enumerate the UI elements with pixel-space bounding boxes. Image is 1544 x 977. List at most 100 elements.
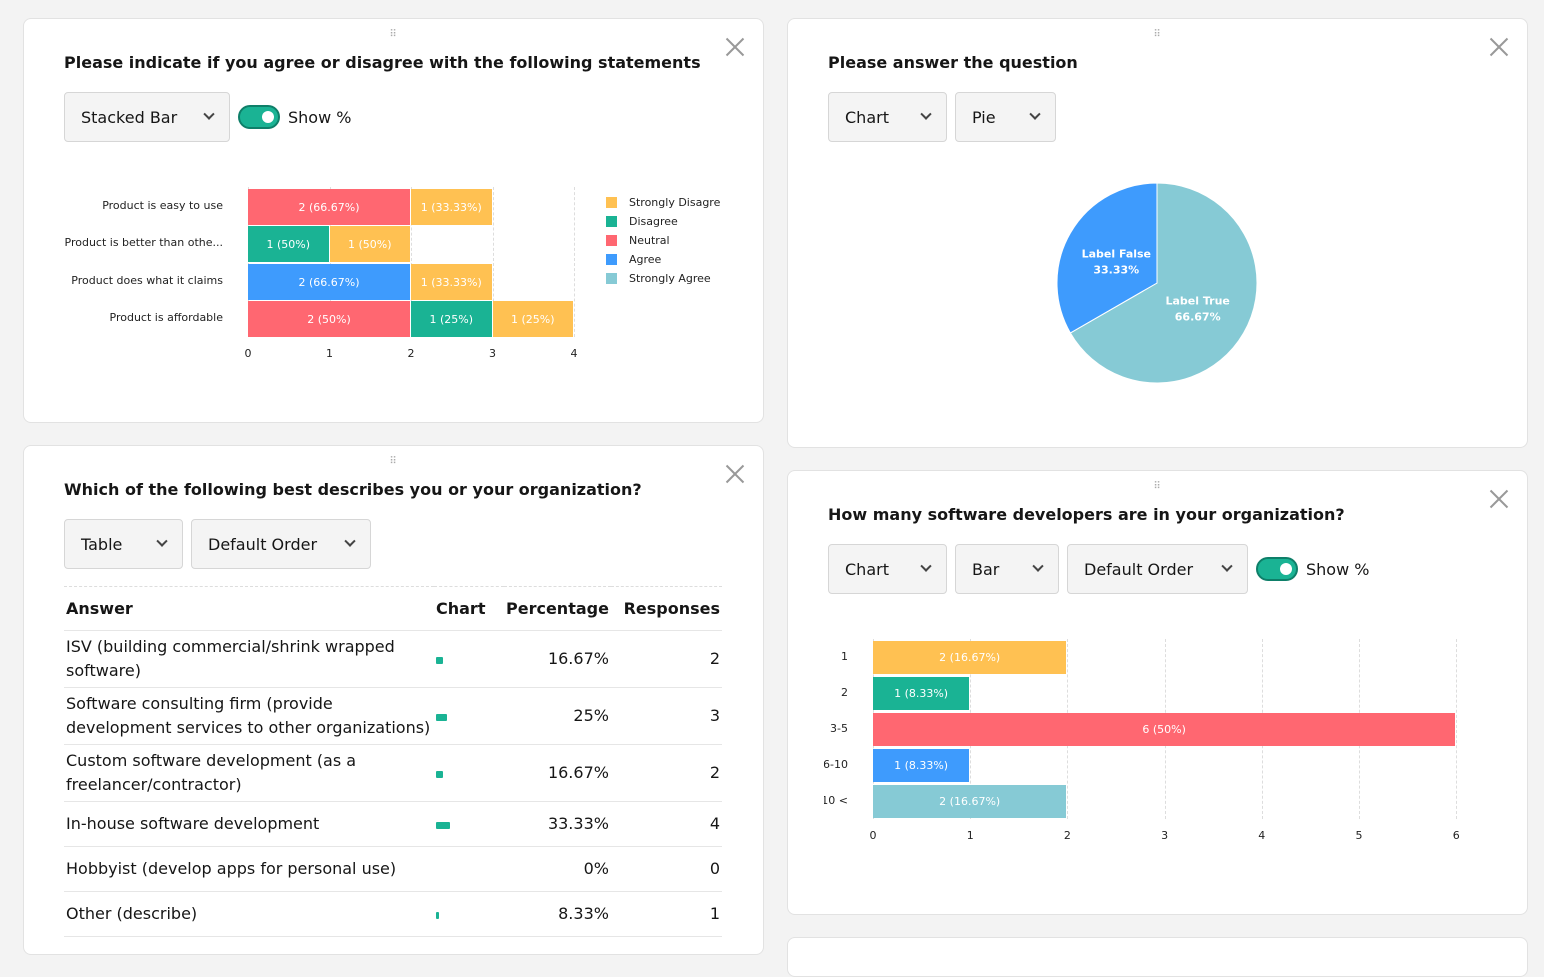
question-title: Please indicate if you agree or disagree… [64, 53, 701, 72]
table-row: Custom software development (as a freela… [64, 744, 722, 802]
chart-cell [434, 630, 504, 688]
answer-cell: Hobbyist (develop apps for personal use) [64, 846, 434, 892]
close-icon[interactable] [725, 464, 745, 484]
responses-cell: 3 [610, 687, 722, 745]
percentage-cell: 8.33% [504, 891, 611, 937]
percentage-cell: 0% [504, 846, 611, 892]
pie-chart: Label True 66.67% Label False 33.33% [1056, 182, 1258, 384]
bar-segment: 2 (66.67%) [248, 264, 411, 300]
bar-segment: 2 (66.67%) [248, 189, 411, 225]
close-icon[interactable] [725, 37, 745, 57]
bar[interactable]: 6 (50%) [873, 713, 1457, 746]
mini-bar [436, 657, 443, 664]
drag-handle-icon[interactable]: ⠿ [389, 29, 398, 40]
gridline [329, 187, 331, 337]
select-value: Default Order [208, 534, 318, 554]
bar[interactable]: 1 (8.33%) [873, 677, 971, 710]
view-type-select[interactable]: Chart [828, 544, 947, 594]
pie-slice[interactable] [1056, 182, 1158, 334]
bar-segment: 1 (25%) [411, 301, 493, 337]
y-axis-label: 2 [841, 686, 848, 699]
bar-segment: 1 (50%) [248, 226, 330, 262]
chart-type-select[interactable]: Pie [955, 92, 1056, 142]
legend-label: Strongly Disagre [629, 196, 721, 209]
mini-bar [436, 912, 440, 919]
answer-cell: Software consulting firm (provide develo… [64, 687, 434, 745]
results-table: Answer Chart Percentage Responses ISV (b… [64, 586, 722, 937]
legend-item[interactable]: Agree [606, 253, 661, 266]
gridline [574, 187, 575, 337]
chevron-down-icon [344, 535, 356, 547]
bar[interactable]: 1 (8.33%) [873, 749, 971, 782]
select-value: Pie [972, 107, 996, 127]
mini-bar [436, 771, 443, 778]
legend-item[interactable]: Strongly Agree [606, 272, 711, 285]
bar[interactable]: 2 (16.67%) [873, 785, 1068, 818]
pie-label: 66.67% [1175, 311, 1221, 324]
legend-label: Agree [629, 253, 662, 266]
pie-slice[interactable] [1069, 182, 1258, 384]
mini-bar [436, 822, 450, 829]
answer-cell: ISV (building commercial/shrink wrapped … [64, 630, 434, 688]
order-select[interactable]: Default Order [1067, 544, 1248, 594]
col-percentage: Percentage [504, 586, 611, 631]
view-type-select[interactable]: Table [64, 519, 183, 569]
chart-cell [434, 801, 504, 847]
pie-label: Label True [1166, 295, 1230, 308]
bar-segment: 1 (33.33%) [411, 264, 493, 300]
legend-swatch [606, 197, 617, 208]
toggle-switch[interactable] [1256, 557, 1298, 581]
legend-item[interactable]: Neutral [606, 234, 670, 247]
responses-cell: 1 [610, 891, 722, 937]
drag-handle-icon[interactable]: ⠿ [389, 456, 398, 467]
legend-swatch [606, 235, 617, 246]
select-value: Stacked Bar [81, 107, 178, 127]
chevron-down-icon [1221, 560, 1233, 572]
chevron-down-icon [203, 108, 215, 120]
y-axis-label: Product is better than othe... [64, 236, 223, 249]
chart-type-select[interactable]: Bar [955, 544, 1059, 594]
view-type-select[interactable]: Stacked Bar [64, 92, 230, 142]
percentage-cell: 16.67% [504, 630, 611, 688]
select-value: Bar [972, 559, 1000, 579]
view-type-select[interactable]: Chart [828, 92, 947, 142]
x-tick-label: 3 [1161, 829, 1169, 842]
percentage-cell: 33.33% [504, 801, 611, 847]
chart-cell [434, 744, 504, 802]
y-axis-label: Product is affordable [109, 311, 223, 324]
select-value: Table [81, 534, 123, 554]
show-percent-toggle[interactable]: Show % [1256, 557, 1369, 581]
drag-handle-icon[interactable]: ⠿ [1153, 481, 1162, 492]
question-title: How many software developers are in your… [828, 505, 1345, 524]
x-tick-label: 6 [1452, 829, 1460, 842]
col-answer: Answer [64, 586, 434, 631]
select-value: Default Order [1084, 559, 1194, 579]
pie-label: Label False [1082, 247, 1151, 260]
bar[interactable]: 2 (16.67%) [873, 641, 1068, 674]
responses-cell: 4 [610, 801, 722, 847]
show-percent-toggle[interactable]: Show % [238, 105, 351, 129]
col-chart: Chart [434, 586, 504, 631]
y-axis-label: 3-5 [830, 722, 848, 735]
y-axis-label: > 10 [824, 794, 848, 807]
chevron-down-icon [1032, 560, 1044, 572]
x-tick-label: 5 [1355, 829, 1363, 842]
x-tick-label: 1 [966, 829, 974, 842]
panel-agree-disagree: ⠿ Please indicate if you agree or disagr… [23, 18, 764, 423]
drag-handle-icon[interactable]: ⠿ [1153, 29, 1162, 40]
question-title: Please answer the question [828, 53, 1078, 72]
gridline [411, 187, 412, 337]
x-tick-label: 0 [244, 347, 252, 360]
percentage-cell: 25% [504, 687, 611, 745]
select-value: Chart [845, 559, 889, 579]
legend-label: Disagree [629, 215, 678, 228]
y-axis-label: 6-10 [824, 758, 848, 771]
responses-cell: 2 [610, 744, 722, 802]
chevron-down-icon [156, 535, 168, 547]
legend-item[interactable]: Strongly Disagre [606, 196, 720, 209]
close-icon[interactable] [1489, 489, 1509, 509]
percentage-cell: 16.67% [504, 744, 611, 802]
toggle-switch[interactable] [238, 105, 280, 129]
order-select[interactable]: Default Order [191, 519, 371, 569]
legend-item[interactable]: Disagree [606, 215, 678, 228]
